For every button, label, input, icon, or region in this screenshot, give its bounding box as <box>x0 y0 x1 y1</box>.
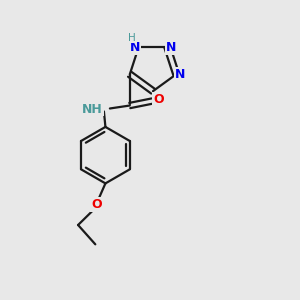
Text: N: N <box>175 68 185 81</box>
Text: O: O <box>153 93 164 106</box>
Text: N: N <box>166 40 176 54</box>
Text: NH: NH <box>82 103 103 116</box>
Text: N: N <box>130 40 140 54</box>
Text: H: H <box>128 32 136 43</box>
Text: O: O <box>91 198 102 211</box>
